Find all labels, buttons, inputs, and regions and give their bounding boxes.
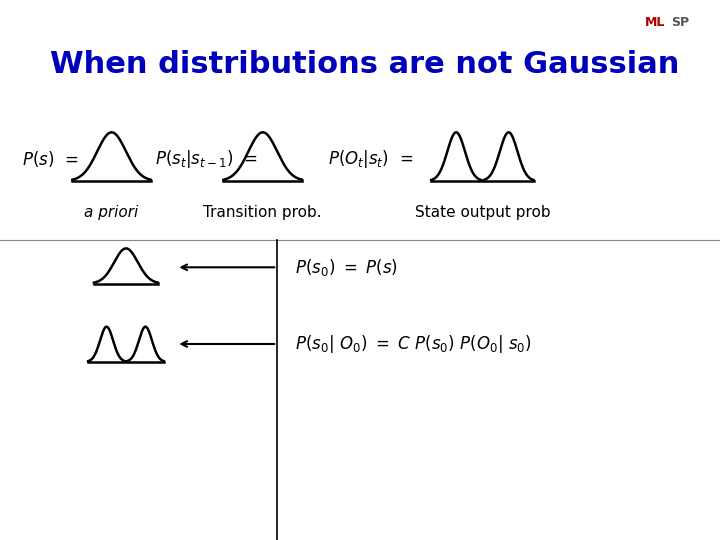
Text: Transition prob.: Transition prob. <box>204 205 322 220</box>
Text: $P(O_t|s_t)$  =: $P(O_t|s_t)$ = <box>328 148 413 170</box>
Text: a priori: a priori <box>84 205 139 220</box>
Text: When distributions are not Gaussian: When distributions are not Gaussian <box>50 50 680 79</box>
Text: ML: ML <box>644 16 665 29</box>
Text: $P(s_0)\ =\ P(s)$: $P(s_0)\ =\ P(s)$ <box>295 257 398 278</box>
Text: SP: SP <box>671 16 689 29</box>
Text: $P(s_t|s_{t-1})$  =: $P(s_t|s_{t-1})$ = <box>155 148 257 170</box>
Text: $P(s)$  =: $P(s)$ = <box>22 149 78 170</box>
Text: $P(s_0|\ O_0)\ =\ C\ P(s_0)\ P(O_0|\ s_0)$: $P(s_0|\ O_0)\ =\ C\ P(s_0)\ P(O_0|\ s_0… <box>295 333 532 355</box>
Text: State output prob: State output prob <box>415 205 550 220</box>
